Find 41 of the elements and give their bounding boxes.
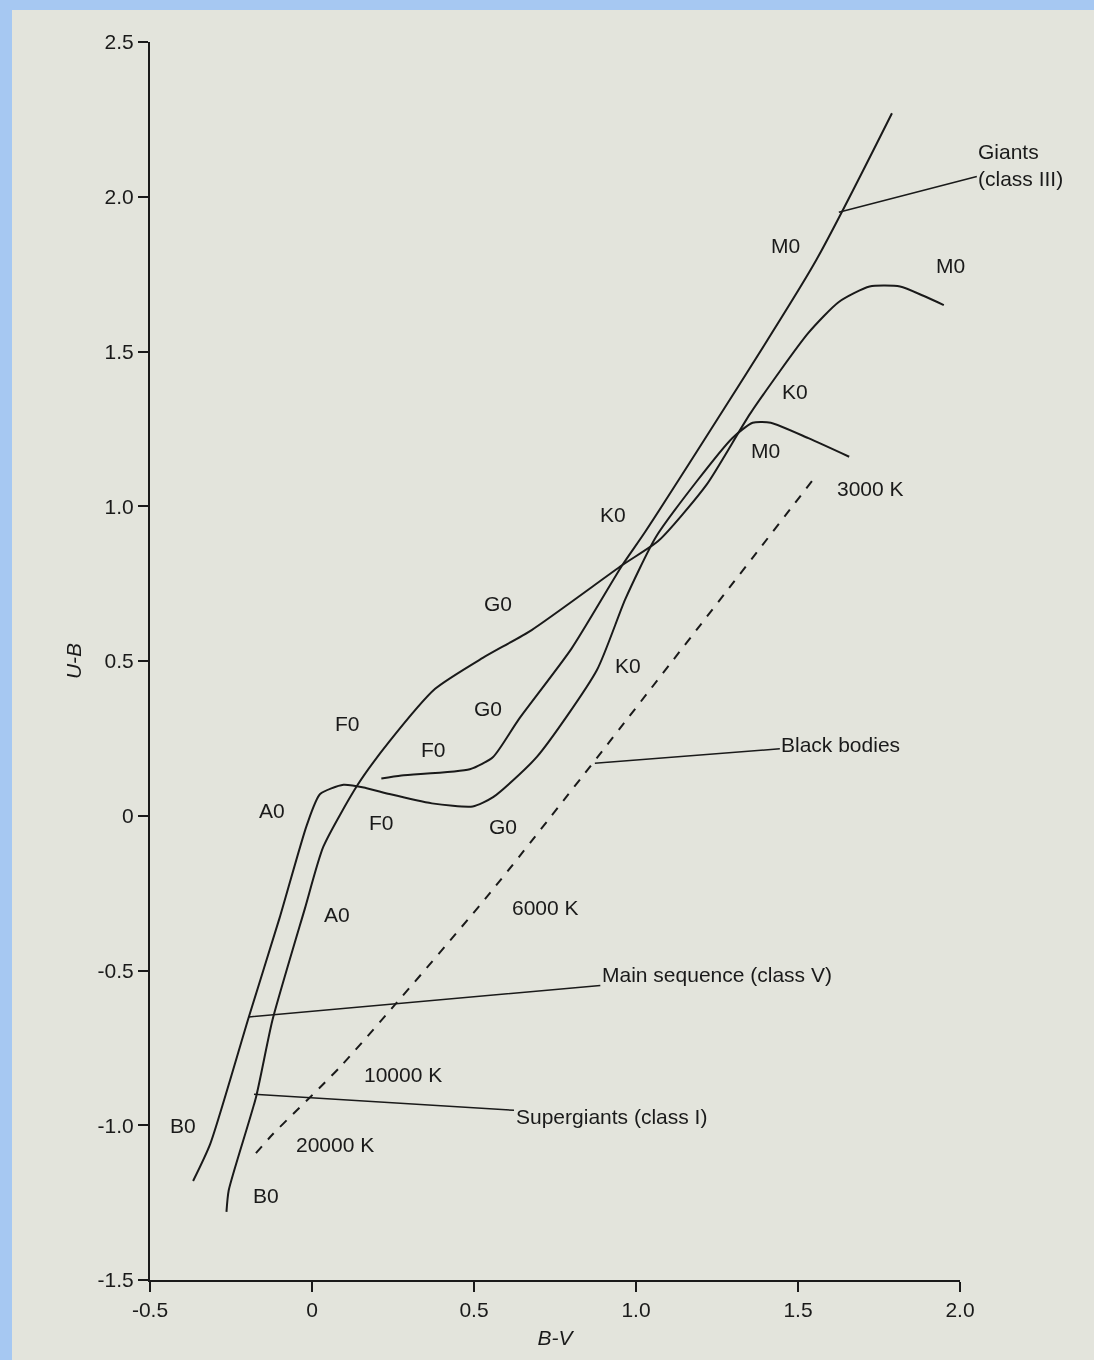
- x-axis-title: B-V: [537, 1325, 575, 1349]
- annotation: F0: [369, 811, 394, 834]
- annotation: A0: [259, 799, 285, 822]
- y-tick-label: 0: [122, 804, 134, 828]
- annotation: A0: [324, 903, 350, 926]
- annotation: 10000 K: [364, 1063, 443, 1086]
- y-tick-label: -1.0: [97, 1113, 134, 1137]
- annotation: G0: [484, 592, 513, 615]
- annotation: 6000 K: [512, 896, 579, 919]
- annotation: 3000 K: [837, 477, 904, 500]
- y-tick-label: 2.5: [104, 30, 134, 54]
- annotation: Black bodies: [781, 733, 901, 756]
- annotation: B0: [170, 1114, 196, 1137]
- annotation: M0: [936, 254, 966, 277]
- annotation: K0: [615, 654, 641, 677]
- annotation: Supergiants (class I): [516, 1105, 708, 1128]
- annotation: G0: [489, 815, 518, 838]
- annotation: K0: [600, 503, 626, 526]
- x-tick-label: 0.5: [459, 1298, 489, 1322]
- annotation: G0: [474, 697, 503, 720]
- y-tick-label: 2.0: [104, 185, 134, 209]
- annotation: Main sequence (class V): [602, 963, 832, 986]
- x-tick-label: 1.5: [783, 1298, 813, 1322]
- y-tick-label: 1.5: [104, 339, 134, 363]
- annotation: K0: [782, 380, 808, 403]
- y-tick-label: 1.0: [104, 494, 134, 518]
- annotation: 20000 K: [296, 1133, 375, 1156]
- y-axis-title: U-B: [62, 642, 86, 680]
- annotation: F0: [421, 738, 446, 761]
- annotation: F0: [335, 712, 360, 735]
- x-tick-label: 1.0: [621, 1298, 651, 1322]
- annotation: Giants (class III): [978, 140, 1064, 191]
- annotation: M0: [751, 439, 781, 462]
- y-tick-label: 0.5: [104, 649, 134, 673]
- annotation: M0: [771, 234, 801, 257]
- x-tick-label: 2.0: [945, 1298, 975, 1322]
- x-tick-label: 0: [306, 1298, 318, 1322]
- y-tick-label: -0.5: [97, 958, 134, 982]
- y-tick-label: -1.5: [97, 1268, 134, 1292]
- x-tick-label: -0.5: [131, 1298, 169, 1322]
- annotation: B0: [253, 1184, 279, 1207]
